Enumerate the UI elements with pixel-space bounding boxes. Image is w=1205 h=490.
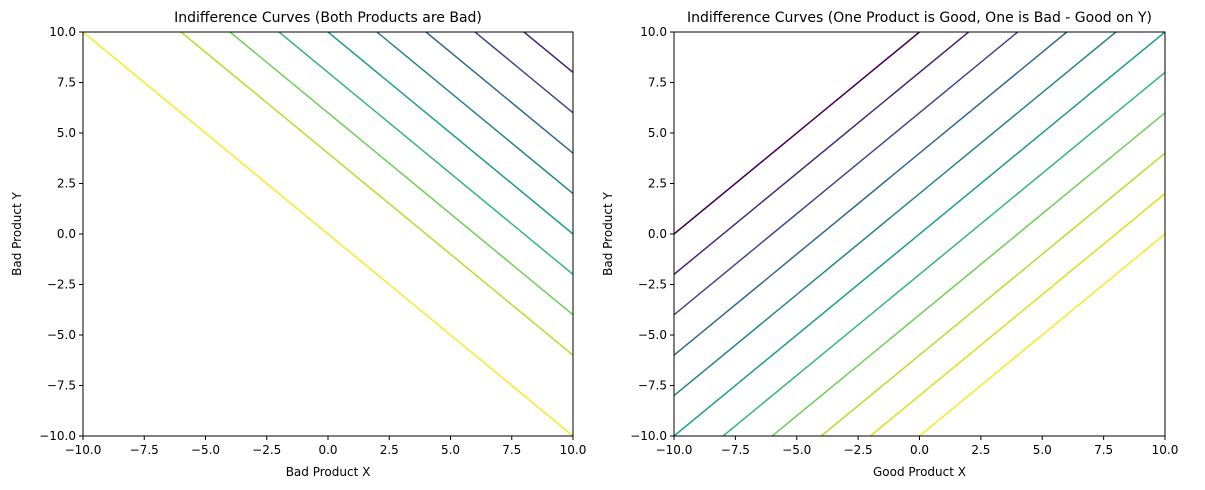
x-tick-label: 0.0 (910, 443, 929, 457)
y-tick-label: −2.5 (47, 278, 76, 292)
y-tick-label: 10.0 (49, 25, 76, 39)
y-tick-label: 0.0 (648, 227, 667, 241)
x-tick-label: 2.5 (971, 443, 990, 457)
series-group (83, 32, 573, 436)
y-tick-label: 7.5 (57, 76, 76, 90)
x-tick-label: −7.5 (130, 443, 159, 457)
y-tick-label: 0.0 (57, 227, 76, 241)
x-tick-label: 10.0 (1152, 443, 1179, 457)
y-tick-label: −7.5 (638, 379, 667, 393)
indifference-curve-9 (820, 152, 1165, 436)
y-tick-label: 5.0 (648, 126, 667, 140)
indifference-curve-8 (229, 32, 573, 316)
chart-title: Indifference Curves (One Product is Good… (687, 10, 1152, 26)
indifference-curve-11 (919, 233, 1165, 436)
x-axis-label: Good Product X (873, 465, 966, 479)
y-tick-label: −10.0 (39, 429, 76, 443)
indifference-curve-4 (425, 32, 573, 154)
chart-panel-1: −10.0 −7.5 −5.0 −2.5 0.0 2.5 5.0 7.5 10.0 −10.0 −7… (10, 10, 586, 479)
indifference-curve-5 (376, 32, 573, 195)
series-group (674, 32, 1165, 436)
indifference-curve-9 (180, 32, 573, 356)
indifference-curve-10 (83, 32, 573, 436)
x-tick-label: 7.5 (502, 443, 521, 457)
y-tick-label: −10.0 (630, 429, 667, 443)
y-tick-label: 7.5 (648, 76, 667, 90)
indifference-curve-10 (869, 193, 1165, 436)
x-tick-label: −5.0 (191, 443, 220, 457)
x-tick-label: −2.5 (252, 443, 281, 457)
x-tick-label: 0.0 (318, 443, 337, 457)
indifference-curve-7 (278, 32, 573, 275)
indifference-curve-3 (474, 32, 573, 114)
x-tick-label: −5.0 (782, 443, 811, 457)
x-tick-label: −10.0 (656, 443, 693, 457)
y-tick-label: −5.0 (47, 328, 76, 342)
x-tick-label: 5.0 (441, 443, 460, 457)
y-tick-label: 10.0 (640, 25, 667, 39)
y-tick-label: −5.0 (638, 328, 667, 342)
indifference-curve-1 (674, 32, 920, 235)
indifference-curve-3 (674, 32, 1019, 316)
indifference-curve-2 (523, 32, 573, 73)
indifference-curve-4 (674, 32, 1068, 356)
x-tick-label: 2.5 (380, 443, 399, 457)
y-axis-label: Bad Product Y (601, 191, 615, 275)
x-tick-label: −2.5 (844, 443, 873, 457)
y-tick-label: 2.5 (57, 177, 76, 191)
x-tick-label: 7.5 (1094, 443, 1113, 457)
y-tick-label: 2.5 (648, 177, 667, 191)
indifference-curve-8 (771, 112, 1165, 436)
indifference-curve-5 (674, 32, 1117, 397)
indifference-curve-7 (722, 71, 1165, 436)
x-axis-label: Bad Product X (286, 465, 371, 479)
x-tick-label: 5.0 (1033, 443, 1052, 457)
y-tick-label: −2.5 (638, 278, 667, 292)
y-axis-label: Bad Product Y (10, 191, 24, 275)
x-tick-label: −10.0 (65, 443, 102, 457)
chart-title: Indifference Curves (Both Products are B… (174, 10, 482, 26)
indifference-curve-2 (674, 32, 970, 275)
chart-panel-2: −10.0 −7.5 −5.0 −2.5 0.0 2.5 5.0 7.5 10.0 −10.0 −7… (601, 10, 1178, 479)
x-tick-label: −7.5 (721, 443, 750, 457)
indifference-curve-6 (327, 32, 573, 235)
indifference-curve-6 (674, 32, 1165, 436)
y-tick-label: −7.5 (47, 379, 76, 393)
y-tick-label: 5.0 (57, 126, 76, 140)
x-tick-label: 10.0 (560, 443, 587, 457)
